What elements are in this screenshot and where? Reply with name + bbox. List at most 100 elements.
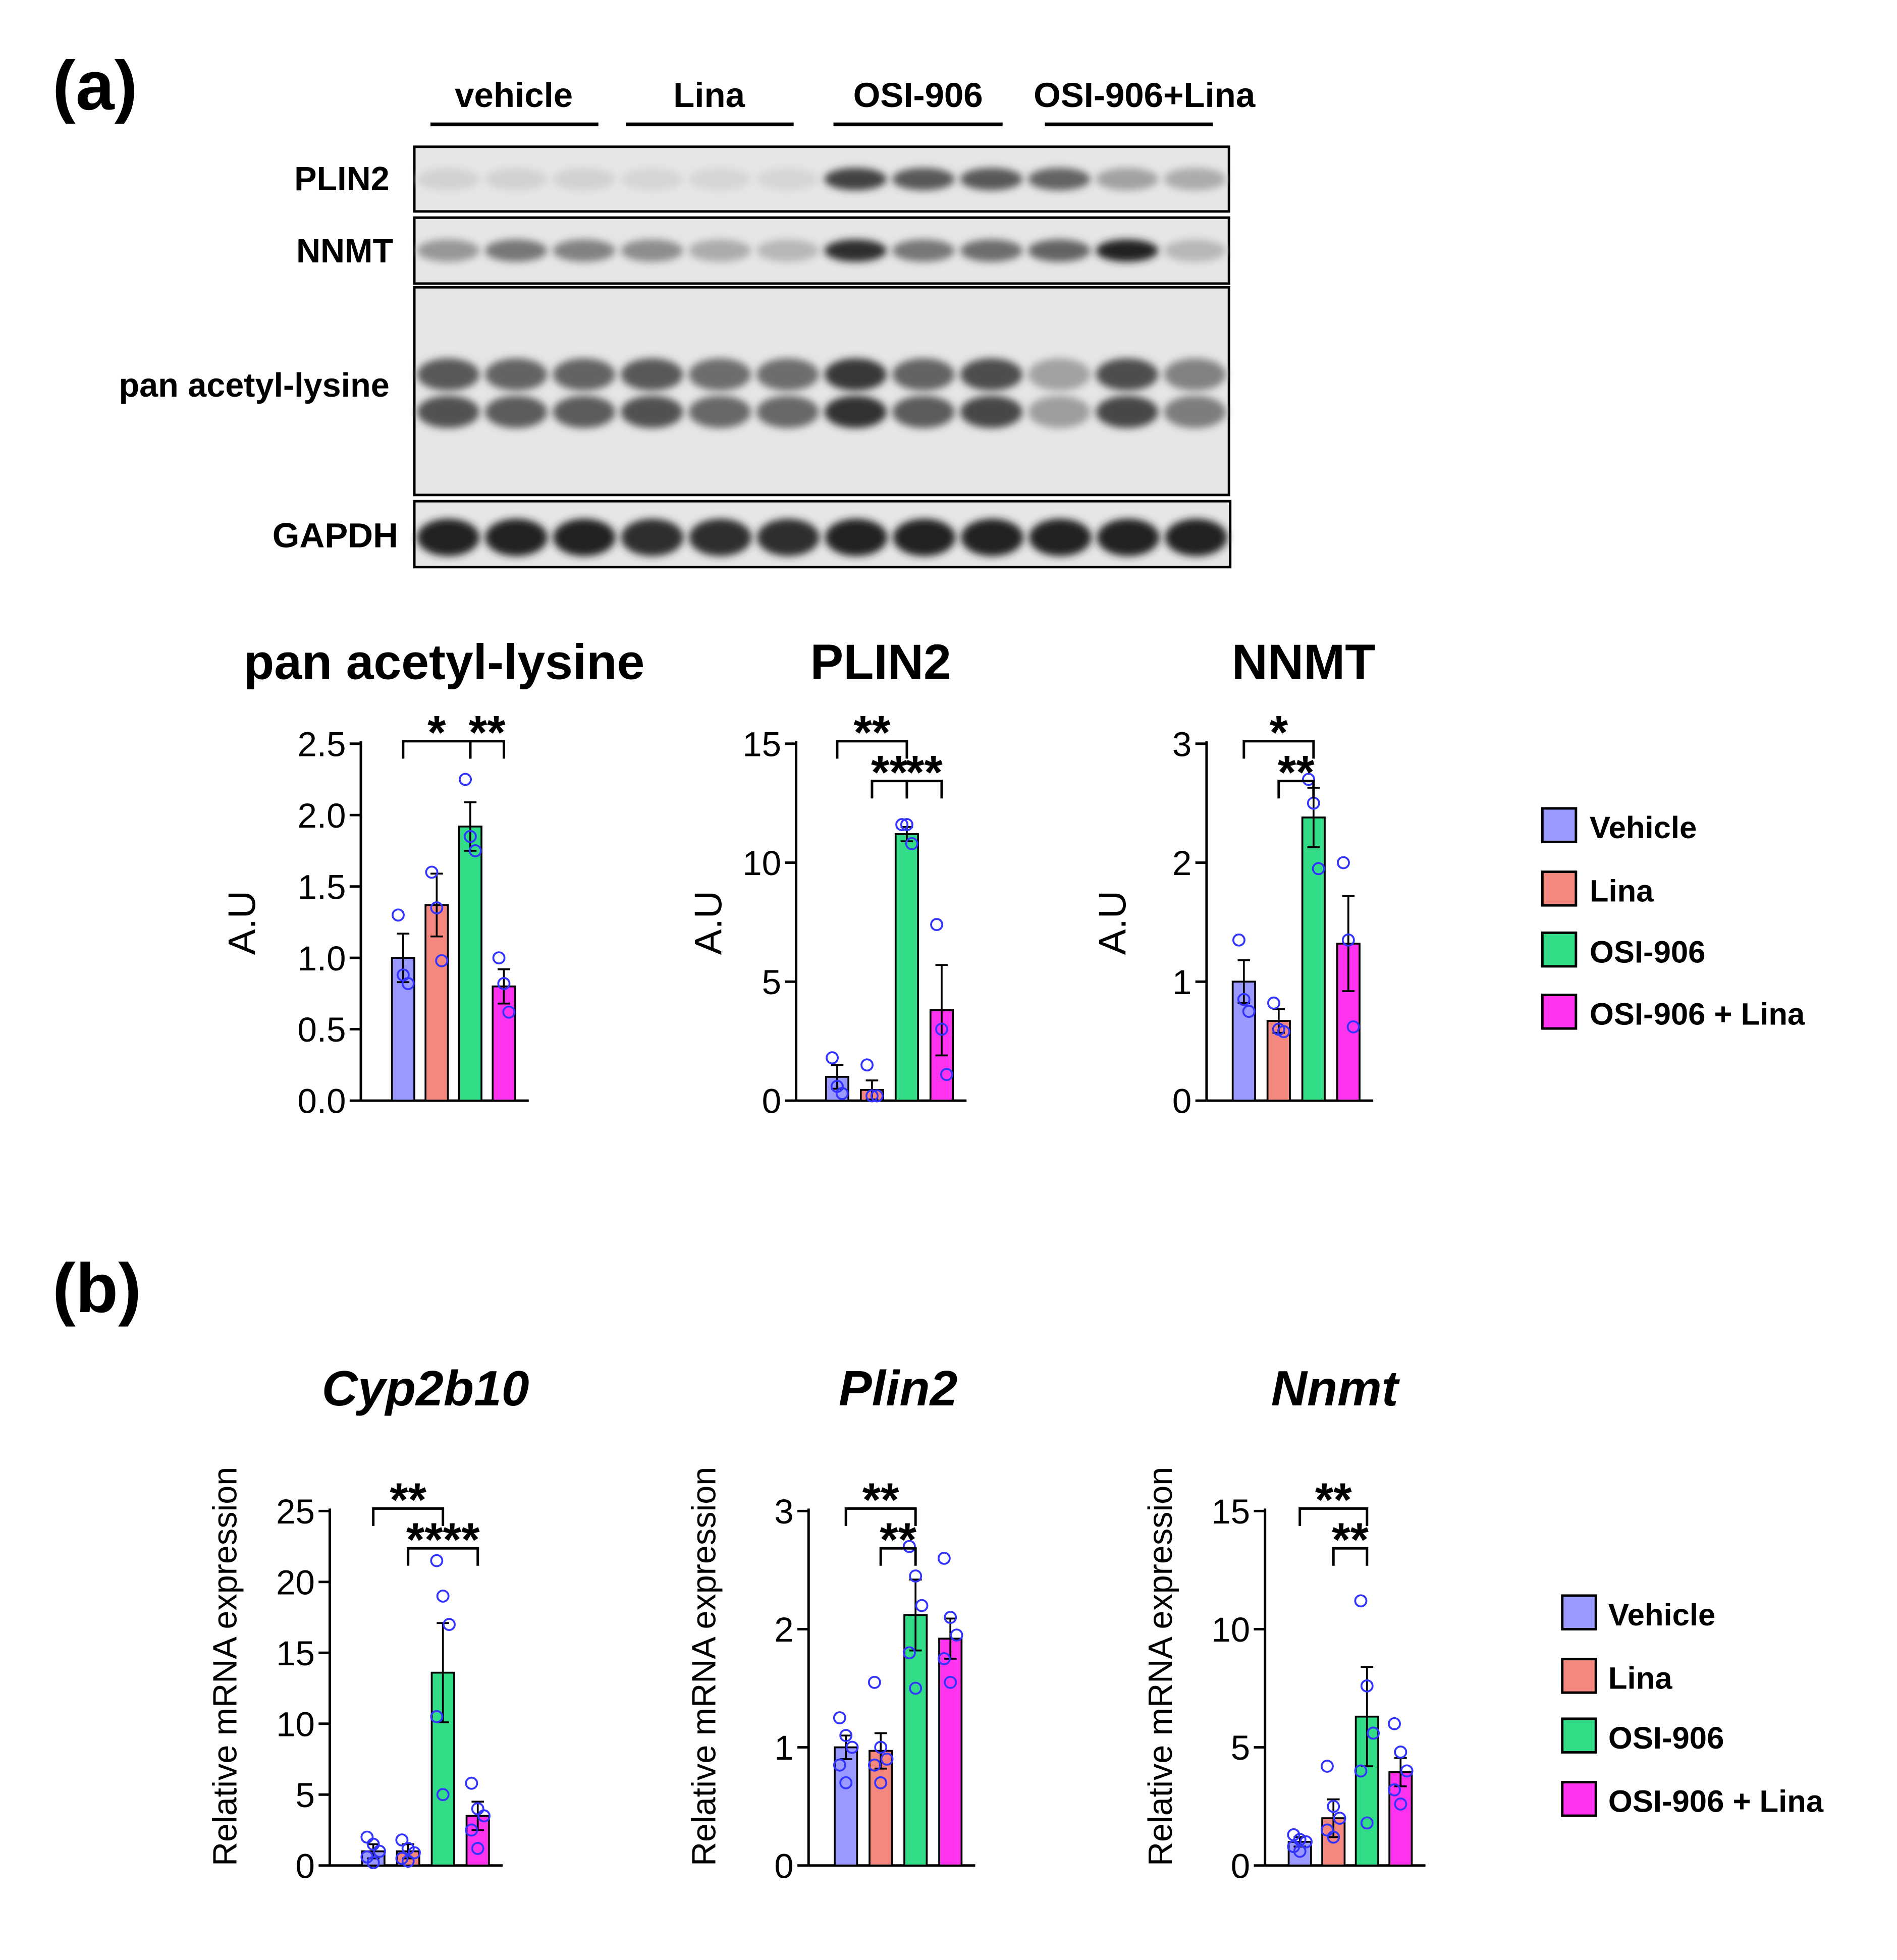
data-point — [1327, 1830, 1340, 1844]
data-point — [395, 1833, 409, 1847]
data-point — [392, 908, 405, 922]
chart-title: Nnmt — [1271, 1360, 1400, 1416]
data-point — [915, 1599, 929, 1612]
significance-stars: ** — [862, 1473, 899, 1526]
data-point — [900, 818, 913, 832]
data-point — [1267, 996, 1280, 1010]
significance-stars: ** — [880, 1513, 916, 1566]
blot-band — [892, 168, 955, 191]
data-point — [395, 1852, 409, 1865]
y-tick-label: 5 — [1231, 1728, 1250, 1767]
data-point — [360, 1830, 374, 1844]
significance-bracket — [836, 740, 908, 759]
significance-bracket — [407, 1547, 479, 1566]
y-tick-label: 2.0 — [298, 796, 346, 835]
legend-swatch-lina — [1541, 870, 1578, 907]
lane-headers: vehicle Lina OSI-906 OSI-906+Lina — [430, 76, 1256, 127]
legend-swatch-lina — [1561, 1658, 1597, 1694]
bar-combo — [938, 1638, 963, 1867]
data-point — [430, 901, 444, 915]
data-point — [408, 1846, 421, 1860]
blot-band — [960, 396, 1023, 428]
data-point — [937, 1552, 951, 1565]
data-point — [940, 1068, 953, 1081]
data-point — [909, 1569, 923, 1583]
data-point — [430, 1710, 444, 1723]
y-tick-label: 15 — [276, 1634, 315, 1673]
blot-band — [824, 358, 887, 391]
data-point — [895, 818, 909, 832]
y-tick-label: 0 — [1231, 1846, 1250, 1885]
chart-title: pan acetyl-lysine — [244, 634, 644, 690]
data-point — [868, 1758, 881, 1772]
bar-combo — [492, 985, 516, 1102]
bar-osi — [903, 1614, 928, 1867]
legend-label-osi906: OSI-906 — [1608, 1721, 1724, 1756]
y-tick-label: 0.0 — [298, 1082, 346, 1121]
data-point — [1388, 1717, 1401, 1730]
blot-band — [1164, 396, 1226, 428]
y-tick-label: 3 — [1172, 725, 1191, 764]
data-point — [1346, 1020, 1360, 1033]
legend-panel-b: Vehicle Lina OSI-906 OSI-906 + Lina — [1561, 1594, 1824, 1819]
y-tick-label: 1.5 — [298, 867, 346, 906]
panel-b-label: (b) — [52, 1249, 141, 1327]
data-point — [930, 918, 944, 932]
significance-stars: * — [427, 706, 446, 759]
data-point — [1242, 1005, 1256, 1018]
data-point — [502, 1005, 516, 1019]
blot-label-pan-acetyl-lysine: pan acetyl-lysine — [119, 367, 390, 404]
y-tick-label: 15 — [1211, 1492, 1250, 1531]
y-axis-label: A.U — [687, 891, 730, 955]
data-point — [833, 1711, 846, 1724]
y-tick-label: 1 — [1172, 963, 1191, 1002]
data-point — [874, 1740, 888, 1754]
data-point — [1302, 773, 1315, 786]
blot-band — [1164, 168, 1226, 191]
legend-label-osi906-lina: OSI-906 + Lina — [1608, 1784, 1824, 1819]
blot-band — [960, 358, 1023, 391]
blot-band — [484, 358, 548, 391]
data-point — [865, 1089, 879, 1103]
western-blot-images — [413, 145, 1232, 569]
data-point — [459, 773, 472, 786]
data-point — [902, 1646, 916, 1660]
blot-band — [417, 519, 480, 556]
data-point — [944, 1675, 957, 1689]
blot-band — [621, 519, 684, 556]
blot-frame — [413, 286, 1230, 497]
data-point — [435, 954, 449, 967]
blot-band — [1164, 358, 1226, 391]
blot-band — [620, 358, 683, 391]
significance-bracket — [1332, 1547, 1369, 1566]
blot-band — [485, 519, 548, 556]
blot-band — [689, 519, 752, 556]
data-point — [860, 1058, 874, 1072]
bar-osi — [1301, 816, 1326, 1102]
blot-band — [756, 396, 819, 428]
blot-band — [1028, 519, 1092, 556]
blot-band — [688, 358, 751, 391]
significance-stars: ** — [1278, 745, 1315, 798]
blot-band — [417, 358, 480, 391]
y-tick-label: 0 — [295, 1846, 314, 1885]
significance-stars: ** — [906, 745, 943, 798]
blot-band — [1028, 168, 1091, 191]
blot-band — [620, 239, 683, 262]
blot-band — [1028, 239, 1091, 262]
blot-frame — [413, 145, 1230, 213]
blot-band — [417, 396, 480, 428]
blot-band — [892, 358, 955, 391]
legend-label-osi906: OSI-906 — [1590, 935, 1705, 969]
data-point — [839, 1729, 853, 1743]
panel-a-label: (a) — [52, 47, 138, 125]
blot-label-gapdh: GAPDH — [273, 516, 398, 555]
data-point — [477, 1809, 491, 1823]
lane-header-osi906: OSI-906 — [853, 76, 983, 115]
blot-frame — [413, 500, 1232, 569]
legend-swatch-osi906 — [1561, 1717, 1597, 1754]
y-axis-label: Relative mRNA expression — [1142, 1467, 1179, 1866]
data-point — [874, 1776, 888, 1789]
